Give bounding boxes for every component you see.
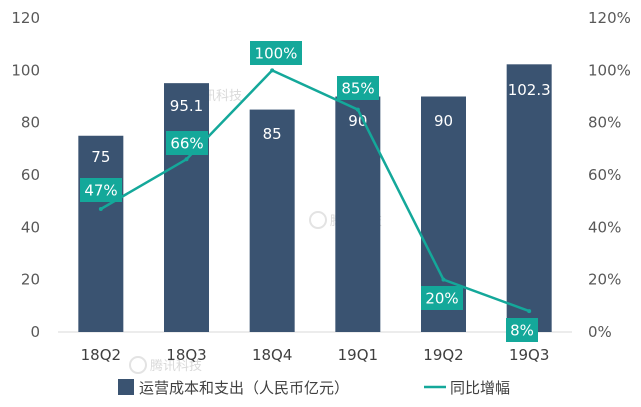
category-label: 19Q2 [423, 346, 463, 364]
legend-bar-label: 运营成本和支出（人民币亿元） [139, 379, 349, 397]
growth-point [355, 107, 360, 112]
bar [249, 109, 295, 332]
right-axis-tick-label: 40% [588, 218, 621, 236]
growth-point [441, 277, 446, 282]
left-axis-tick-label: 100 [11, 61, 40, 79]
category-label: 18Q4 [252, 346, 292, 364]
watermark-text: 腾讯科技 [150, 358, 202, 374]
line-data-label: 100% [255, 45, 298, 63]
bar [335, 96, 381, 332]
watermark-logo-icon [129, 356, 147, 374]
line-label-box [80, 178, 122, 202]
right-axis-tick-label: 100% [588, 61, 631, 79]
right-axis-tick-label: 0% [588, 323, 612, 341]
left-axis-tick-label: 40 [21, 218, 40, 236]
legend-bar-swatch [118, 379, 134, 395]
bar-data-label: 95.1 [170, 97, 203, 115]
line-label-box [421, 286, 463, 310]
legend-line-label: 同比增幅 [450, 379, 510, 397]
right-axis-tick-label: 80% [588, 114, 621, 132]
growth-point [98, 207, 103, 212]
left-axis-tick-label: 120 [11, 9, 40, 27]
line-label-box [166, 131, 208, 155]
line-label-box [506, 318, 538, 342]
left-axis-tick-label: 0 [30, 323, 40, 341]
category-label: 19Q3 [509, 346, 549, 364]
line-data-label: 47% [84, 182, 117, 200]
right-axis-tick-label: 120% [588, 9, 631, 27]
bar [78, 135, 124, 332]
line-data-label: 66% [170, 135, 203, 153]
category-label: 18Q2 [81, 346, 121, 364]
line-label-box [337, 76, 379, 100]
bar-data-label: 85 [263, 125, 282, 143]
category-label: 18Q3 [166, 346, 206, 364]
growth-line [100, 68, 530, 313]
growth-point [184, 157, 189, 162]
right-axis-tick-label: 20% [588, 271, 621, 289]
bar-data-label: 90 [434, 112, 453, 130]
line-label-box [250, 41, 302, 65]
left-axis-tick-label: 20 [21, 271, 40, 289]
bar [506, 64, 552, 332]
bar-data-label: 75 [91, 148, 110, 166]
bar-data-label: 102.3 [508, 81, 551, 99]
line-data-label: 20% [425, 290, 458, 308]
line-data-label: 8% [510, 322, 534, 340]
category-label: 19Q1 [338, 346, 378, 364]
bar [164, 83, 209, 332]
left-axis-tick-label: 60 [21, 166, 40, 184]
growth-point [527, 309, 532, 314]
line-data-label: 85% [341, 80, 374, 98]
growth-point [270, 68, 275, 73]
right-axis-tick-label: 60% [588, 166, 621, 184]
watermark-logo-icon [309, 211, 327, 229]
left-axis-tick-label: 80 [21, 114, 40, 132]
